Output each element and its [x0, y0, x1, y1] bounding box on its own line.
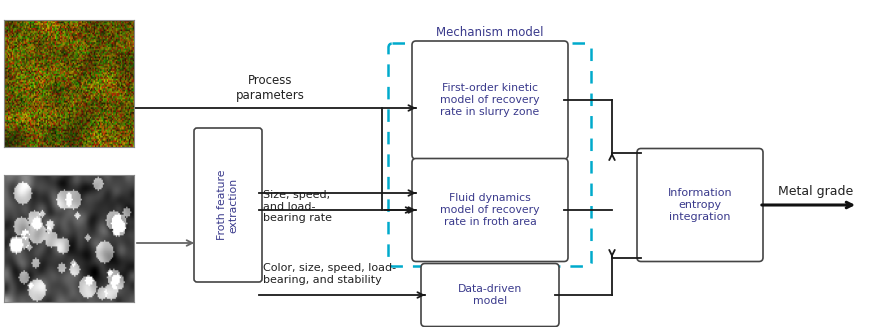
Text: Fluid dynamics
model of recovery
rate in froth area: Fluid dynamics model of recovery rate in… — [439, 193, 539, 227]
FancyBboxPatch shape — [420, 264, 559, 326]
Text: Process
parameters: Process parameters — [235, 74, 304, 102]
Text: Metal grade: Metal grade — [777, 184, 852, 198]
Text: Size, speed,
and load-
bearing rate: Size, speed, and load- bearing rate — [263, 190, 332, 223]
FancyBboxPatch shape — [194, 128, 261, 282]
Text: Color, size, speed, load-
bearing, and stability: Color, size, speed, load- bearing, and s… — [263, 263, 396, 284]
Text: Mechanism model: Mechanism model — [436, 26, 543, 40]
Text: Froth feature
extraction: Froth feature extraction — [217, 170, 239, 240]
FancyBboxPatch shape — [411, 159, 567, 262]
FancyBboxPatch shape — [411, 41, 567, 159]
Text: Data-driven
model: Data-driven model — [457, 284, 522, 306]
FancyBboxPatch shape — [637, 148, 762, 262]
Text: First-order kinetic
model of recovery
rate in slurry zone: First-order kinetic model of recovery ra… — [439, 83, 539, 117]
Text: Information
entropy
integration: Information entropy integration — [667, 188, 731, 222]
